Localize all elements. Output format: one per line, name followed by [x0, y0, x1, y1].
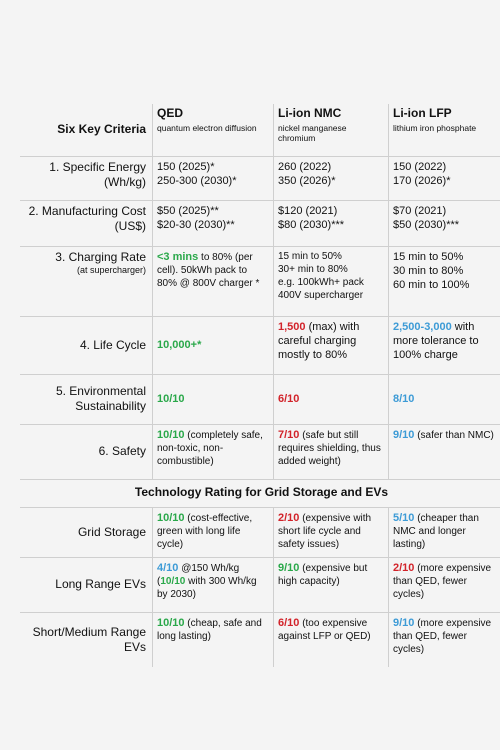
- nmc-safety-value: 7/10: [278, 428, 300, 441]
- row-sustainability: 5. Environmental Sustainability 10/10 6/…: [20, 373, 500, 425]
- charging-rate-sublabel: (at supercharger): [76, 264, 146, 275]
- qed-charging-highlight: <3 mins: [157, 250, 199, 263]
- qed-long-value: 4/10: [157, 561, 179, 574]
- nmc-life-cycle-text: (max) with careful charging mostly to 80…: [278, 320, 360, 361]
- qed-sustainability: 10/10: [152, 373, 274, 425]
- label-short-range: Short/Medium Range EVs: [20, 611, 153, 667]
- header-row: Six Key Criteria QED quantum electron dif…: [20, 104, 500, 157]
- nmc-safety: 7/10 (safe but still requires shielding,…: [273, 423, 389, 480]
- section-row: Technology Rating for Grid Storage and E…: [20, 478, 500, 508]
- qed-life-cycle: 10,000+*: [152, 315, 274, 375]
- nmc-sustainability: 6/10: [273, 373, 389, 425]
- qed-short-range: 10/10 (cheap, safe and long lasting): [152, 611, 274, 667]
- qed-safety: 10/10 (completely safe, non-toxic, non-c…: [152, 423, 274, 480]
- qed-title: QED: [157, 106, 184, 120]
- qed-long-text: @150 Wh/kg (: [157, 562, 240, 587]
- nmc-long-text: (expensive but high capacity): [278, 562, 368, 587]
- qed-safety-value: 10/10: [157, 428, 185, 441]
- lfp-subtitle: lithium iron phosphate: [393, 123, 477, 133]
- lfp-safety: 9/10 (safer than NMC): [388, 423, 500, 480]
- nmc-grid-value: 2/10: [278, 511, 300, 524]
- qed-manufacturing-cost: $50 (2025)** $20-30 (2030)**: [152, 199, 274, 247]
- nmc-safety-text: (safe but still requires shielding, thus…: [278, 429, 381, 467]
- nmc-short-range: 6/10 (too expensive against LFP or QED): [273, 611, 389, 667]
- row-long-range: Long Range EVs 4/10 @150 Wh/kg (10/10 wi…: [20, 556, 500, 613]
- label-sustainability: 5. Environmental Sustainability: [20, 373, 153, 425]
- lfp-short-text: (more expensive than QED, fewer cycles): [393, 617, 492, 655]
- qed-long-range: 4/10 @150 Wh/kg (10/10 with 300 Wh/kg by…: [152, 556, 274, 613]
- qed-grid-storage: 10/10 (cost-effective, green with long l…: [152, 506, 274, 558]
- nmc-long-value: 9/10: [278, 561, 300, 574]
- lfp-sustainability-value: 8/10: [393, 393, 415, 405]
- nmc-title: Li-ion NMC: [278, 106, 342, 120]
- label-charging-rate: 3. Charging Rate (at supercharger): [20, 245, 153, 317]
- criteria-header: Six Key Criteria: [20, 104, 153, 157]
- row-short-range: Short/Medium Range EVs 10/10 (cheap, saf…: [20, 611, 500, 667]
- lfp-long-value: 2/10: [393, 561, 415, 574]
- lfp-specific-energy: 150 (2022) 170 (2026)*: [388, 155, 500, 201]
- nmc-specific-energy: 260 (2022) 350 (2026)*: [273, 155, 389, 201]
- lfp-long-range: 2/10 (more expensive than QED, fewer cyc…: [388, 556, 500, 613]
- section-title: Technology Rating for Grid Storage and E…: [20, 478, 500, 508]
- qed-short-text: (cheap, safe and long lasting): [157, 617, 262, 642]
- qed-grid-text: (cost-effective, green with long life cy…: [157, 512, 253, 550]
- qed-long-value2: 10/10: [160, 575, 186, 587]
- nmc-short-text: (too expensive against LFP or QED): [278, 617, 371, 642]
- nmc-charging-rate: 15 min to 50% 30+ min to 80% e.g. 100kWh…: [273, 245, 389, 317]
- lfp-grid-text: (cheaper than NMC and longer lasting): [393, 512, 479, 550]
- nmc-grid-storage: 2/10 (expensive with short life cycle an…: [273, 506, 389, 558]
- qed-safety-text: (completely safe, non-toxic, non-combust…: [157, 429, 263, 467]
- lfp-grid-value: 5/10: [393, 511, 415, 524]
- nmc-life-cycle: 1,500 (max) with careful charging mostly…: [273, 315, 389, 375]
- lfp-short-value: 9/10: [393, 616, 415, 629]
- nmc-manufacturing-cost: $120 (2021) $80 (2030)***: [273, 199, 389, 247]
- lfp-sustainability: 8/10: [388, 373, 500, 425]
- qed-header: QED quantum electron diffusion: [152, 104, 274, 157]
- lfp-safety-text: (safer than NMC): [414, 429, 494, 441]
- qed-subtitle: quantum electron diffusion: [157, 123, 257, 133]
- lfp-charging-rate: 15 min to 50% 30 min to 80% 60 min to 10…: [388, 245, 500, 317]
- label-safety: 6. Safety: [20, 423, 153, 480]
- nmc-sustainability-value: 6/10: [278, 393, 300, 405]
- lfp-life-cycle-text: with more tolerance to 100% charge: [393, 320, 479, 361]
- qed-grid-value: 10/10: [157, 511, 185, 524]
- label-manufacturing-cost: 2. Manufacturing Cost (US$): [20, 199, 153, 247]
- qed-specific-energy: 150 (2025)* 250-300 (2030)*: [152, 155, 274, 201]
- label-long-range: Long Range EVs: [20, 556, 153, 613]
- nmc-subtitle: nickel manganese chromium: [278, 123, 347, 143]
- qed-charging-rate: <3 mins to 80% (per cell). 50kWh pack to…: [152, 245, 274, 317]
- lfp-grid-storage: 5/10 (cheaper than NMC and longer lastin…: [388, 506, 500, 558]
- row-grid-storage: Grid Storage 10/10 (cost-effective, gree…: [20, 506, 500, 558]
- lfp-life-cycle-value: 2,500-3,000: [393, 320, 452, 333]
- label-life-cycle: 4. Life Cycle: [20, 315, 153, 375]
- lfp-safety-value: 9/10: [393, 428, 415, 441]
- lfp-header: Li-ion LFP lithium iron phosphate: [388, 104, 500, 157]
- label-grid-storage: Grid Storage: [20, 506, 153, 558]
- nmc-long-range: 9/10 (expensive but high capacity): [273, 556, 389, 613]
- nmc-short-value: 6/10: [278, 616, 300, 629]
- comparison-table: Six Key Criteria QED quantum electron dif…: [20, 104, 500, 667]
- lfp-manufacturing-cost: $70 (2021) $50 (2030)***: [388, 199, 500, 247]
- qed-charging-text: to 80% (per cell). 50kWh pack to 80% @ 8…: [157, 251, 260, 289]
- qed-life-cycle-value: 10,000+*: [157, 339, 202, 351]
- comparison-sheet: Six Key Criteria QED quantum electron dif…: [20, 104, 500, 667]
- nmc-life-cycle-value: 1,500: [278, 320, 306, 333]
- qed-sustainability-value: 10/10: [157, 393, 185, 405]
- qed-long-text2: with 300 Wh/kg by 2030): [157, 575, 257, 600]
- row-safety: 6. Safety 10/10 (completely safe, non-to…: [20, 423, 500, 480]
- row-life-cycle: 4. Life Cycle 10,000+* 1,500 (max) with …: [20, 315, 500, 375]
- lfp-title: Li-ion LFP: [393, 106, 452, 120]
- qed-short-value: 10/10: [157, 616, 185, 629]
- charging-rate-title: 3. Charging Rate: [55, 249, 146, 264]
- lfp-life-cycle: 2,500-3,000 with more tolerance to 100% …: [388, 315, 500, 375]
- lfp-long-text: (more expensive than QED, fewer cycles): [393, 562, 492, 600]
- row-charging-rate: 3. Charging Rate (at supercharger) <3 min…: [20, 245, 500, 317]
- lfp-short-range: 9/10 (more expensive than QED, fewer cyc…: [388, 611, 500, 667]
- nmc-grid-text: (expensive with short life cycle and saf…: [278, 512, 372, 550]
- label-specific-energy: 1. Specific Energy (Wh/kg): [20, 155, 153, 201]
- nmc-header: Li-ion NMC nickel manganese chromium: [273, 104, 389, 157]
- row-specific-energy: 1. Specific Energy (Wh/kg) 150 (2025)* 2…: [20, 155, 500, 201]
- row-manufacturing-cost: 2. Manufacturing Cost (US$) $50 (2025)**…: [20, 199, 500, 247]
